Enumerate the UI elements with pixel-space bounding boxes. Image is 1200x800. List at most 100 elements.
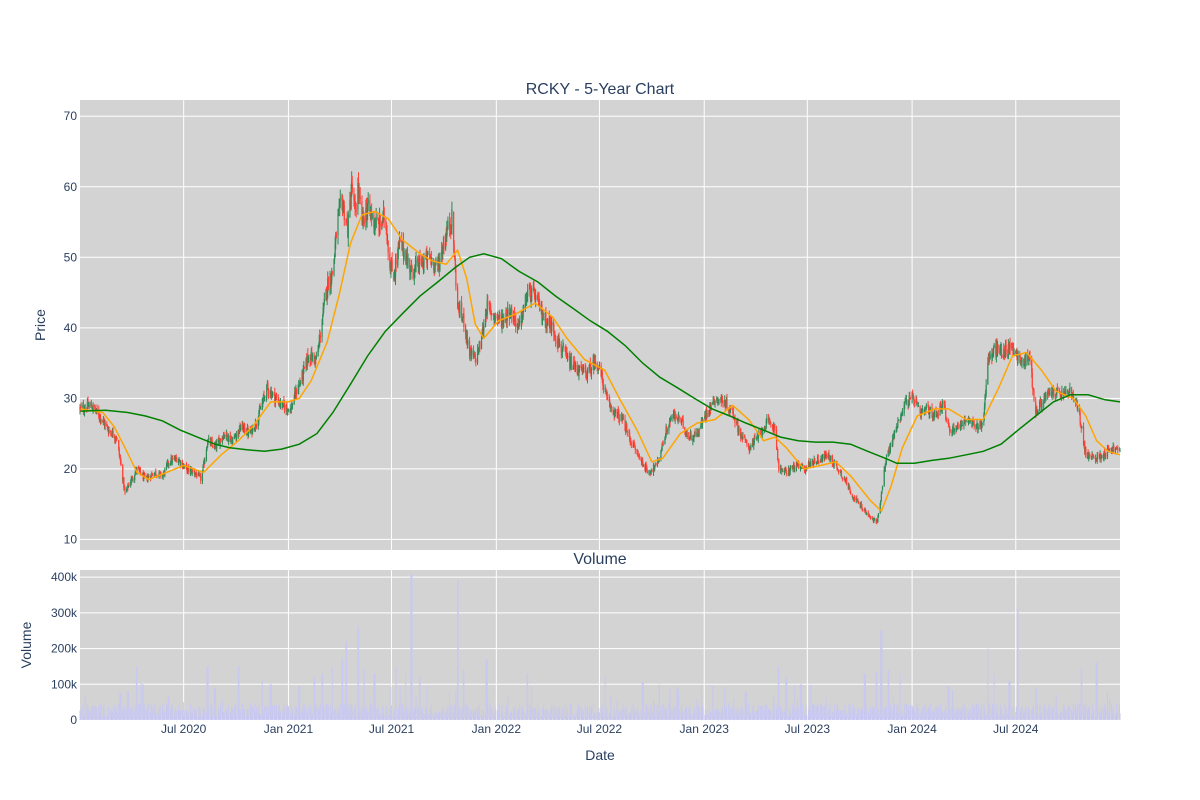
candle-body — [251, 427, 254, 433]
volume-bar — [441, 713, 443, 720]
volume-bar — [244, 709, 246, 720]
volume-bar — [210, 703, 212, 720]
volume-bar — [1016, 708, 1018, 720]
candle-body — [833, 462, 835, 467]
x-tick-label: Jan 2022 — [472, 722, 522, 736]
volume-bar — [1067, 706, 1069, 720]
candle-body — [887, 450, 889, 457]
candle-body — [959, 420, 962, 427]
candle-body — [1043, 394, 1045, 403]
volume-bar — [724, 717, 726, 720]
candle-body — [553, 324, 555, 335]
volume-bar — [999, 714, 1001, 720]
volume-bar — [952, 690, 954, 720]
volume-bar — [827, 708, 829, 720]
volume-bar — [90, 712, 92, 720]
volume-bar — [1084, 710, 1086, 720]
volume-bar — [216, 717, 218, 720]
candle-body — [1040, 399, 1042, 404]
candle-body — [614, 408, 616, 413]
volume-bar — [740, 707, 742, 720]
candle-body — [199, 473, 201, 476]
volume-bar — [539, 714, 541, 720]
volume-bar — [139, 704, 141, 720]
candle-body — [903, 405, 905, 414]
candle-body — [529, 288, 532, 301]
candle-body — [680, 418, 682, 421]
volume-bar — [674, 715, 676, 720]
candle-body — [216, 442, 218, 449]
volume-bar — [892, 696, 894, 720]
volume-bar — [1103, 707, 1105, 720]
volume-bar — [638, 717, 640, 720]
volume-bar — [837, 715, 839, 720]
candle-body — [385, 221, 387, 223]
volume-bar — [270, 684, 272, 720]
candle-body — [460, 302, 463, 317]
candle-body — [1108, 448, 1110, 450]
volume-bar — [753, 713, 755, 720]
volume-bar — [800, 684, 802, 720]
candle-body — [781, 468, 783, 472]
candle-body — [932, 414, 934, 420]
candle-body — [323, 298, 325, 303]
volume-bar — [855, 714, 857, 720]
volume-bar — [229, 712, 231, 720]
candle-body — [860, 503, 863, 507]
volume-bar — [1020, 714, 1022, 720]
candle-body — [610, 405, 612, 407]
volume-bar — [467, 706, 469, 720]
volume-bar — [582, 710, 584, 720]
volume-bar — [925, 711, 927, 720]
candle-body — [310, 361, 312, 363]
volume-bar — [701, 703, 703, 720]
volume-bar — [266, 713, 268, 720]
candle-body — [564, 347, 566, 351]
volume-bar — [858, 708, 860, 720]
volume-bar — [745, 691, 747, 720]
candle-body — [192, 470, 194, 472]
volume-bar — [442, 705, 444, 720]
volume-bar — [848, 703, 850, 720]
volume-bar — [377, 709, 379, 720]
candle-body — [680, 420, 683, 422]
volume-bar — [967, 712, 969, 720]
volume-bar — [546, 709, 548, 720]
volume-bar — [911, 705, 913, 720]
candle-body — [309, 356, 311, 363]
volume-grid — [80, 570, 1120, 721]
candle-body — [745, 441, 747, 442]
candle-body — [1021, 360, 1023, 363]
candle-body — [246, 434, 248, 435]
volume-bar — [969, 708, 971, 720]
candle-body — [100, 419, 102, 421]
volume-bar — [1093, 710, 1095, 720]
candle-body — [106, 425, 108, 427]
volume-bar — [1039, 706, 1041, 720]
volume-bar — [846, 713, 848, 720]
volume-bar — [896, 705, 898, 720]
volume-bar — [375, 708, 377, 720]
volume-bar — [192, 714, 194, 720]
volume-bar — [746, 706, 748, 720]
volume-bar — [582, 712, 584, 720]
candle-body — [152, 475, 154, 477]
candle-body — [321, 323, 323, 337]
price-chart-title: RCKY - 5-Year Chart — [526, 81, 675, 98]
volume-bar — [278, 705, 280, 720]
volume-bar — [666, 710, 668, 720]
volume-bar — [959, 708, 961, 720]
candle-body — [146, 475, 148, 477]
volume-bar — [1016, 609, 1018, 720]
volume-bar — [191, 713, 193, 720]
volume-bar — [289, 711, 291, 720]
candle-body — [964, 418, 966, 423]
candle-body — [693, 435, 695, 439]
volume-bar — [692, 714, 694, 720]
candle-body — [602, 384, 605, 390]
volume-bar — [156, 713, 158, 720]
candle-body — [846, 478, 848, 483]
volume-bar — [510, 712, 512, 720]
volume-bar — [273, 706, 275, 720]
volume-bar — [512, 707, 514, 720]
